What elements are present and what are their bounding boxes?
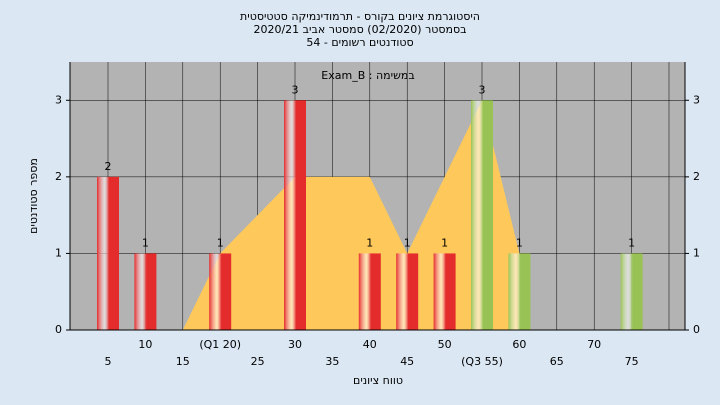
bar: [284, 100, 306, 331]
bar: [134, 253, 157, 330]
data-label: 2: [105, 160, 112, 173]
y2-tick-label: 2: [693, 170, 700, 183]
data-label: 1: [366, 236, 373, 249]
bar: [433, 253, 456, 330]
chart-title: היסטוגרמת ציונים בקורס - תרמודינמיקה סטט…: [240, 10, 480, 23]
bar: [97, 176, 119, 330]
x-tick-label: (Q1 20): [199, 338, 241, 351]
data-label: 1: [404, 236, 411, 249]
bar: [471, 100, 493, 331]
x-tick-label: 75: [625, 355, 639, 368]
bar: [209, 253, 232, 330]
x-tick-label: 35: [325, 355, 339, 368]
y2-tick-label: 3: [693, 93, 700, 106]
data-label: 1: [516, 236, 523, 249]
x-tick-label: 5: [105, 355, 112, 368]
y-tick-label: 3: [55, 93, 62, 106]
x-tick-label: 65: [550, 355, 564, 368]
x-tick-label: (Q3 55): [461, 355, 503, 368]
data-label: 1: [441, 236, 448, 249]
bar: [358, 253, 381, 330]
annotation: Exam_B : במשימה: [321, 69, 414, 82]
chart-title: סטודנטים רשומים - 54: [306, 36, 413, 49]
x-tick-label: 15: [176, 355, 190, 368]
bar: [620, 253, 643, 330]
data-label: 1: [628, 236, 635, 249]
x-tick-label: 40: [363, 338, 377, 351]
data-label: 3: [479, 83, 486, 96]
x-tick-label: 10: [138, 338, 152, 351]
bar: [396, 253, 419, 330]
x-tick-label: 25: [251, 355, 265, 368]
y-axis-label: מספר סטודנטים: [27, 158, 40, 234]
x-tick-label: 45: [400, 355, 414, 368]
x-tick-label: 30: [288, 338, 302, 351]
data-label: 1: [217, 236, 224, 249]
y2-tick-label: 1: [693, 246, 700, 259]
chart-title: בסמסטר (02/2020) סמסטר אביב 2020/21: [253, 23, 466, 36]
y-tick-label: 1: [55, 246, 62, 259]
data-label: 1: [142, 236, 149, 249]
y2-tick-label: 0: [693, 323, 700, 336]
x-tick-label: 50: [438, 338, 452, 351]
x-axis-label: טווח ציונים: [353, 374, 403, 387]
data-label: 3: [292, 83, 299, 96]
y-tick-label: 0: [55, 323, 62, 336]
x-tick-label: 70: [587, 338, 601, 351]
x-tick-label: 60: [512, 338, 526, 351]
bar: [508, 253, 531, 330]
y-tick-label: 2: [55, 170, 62, 183]
